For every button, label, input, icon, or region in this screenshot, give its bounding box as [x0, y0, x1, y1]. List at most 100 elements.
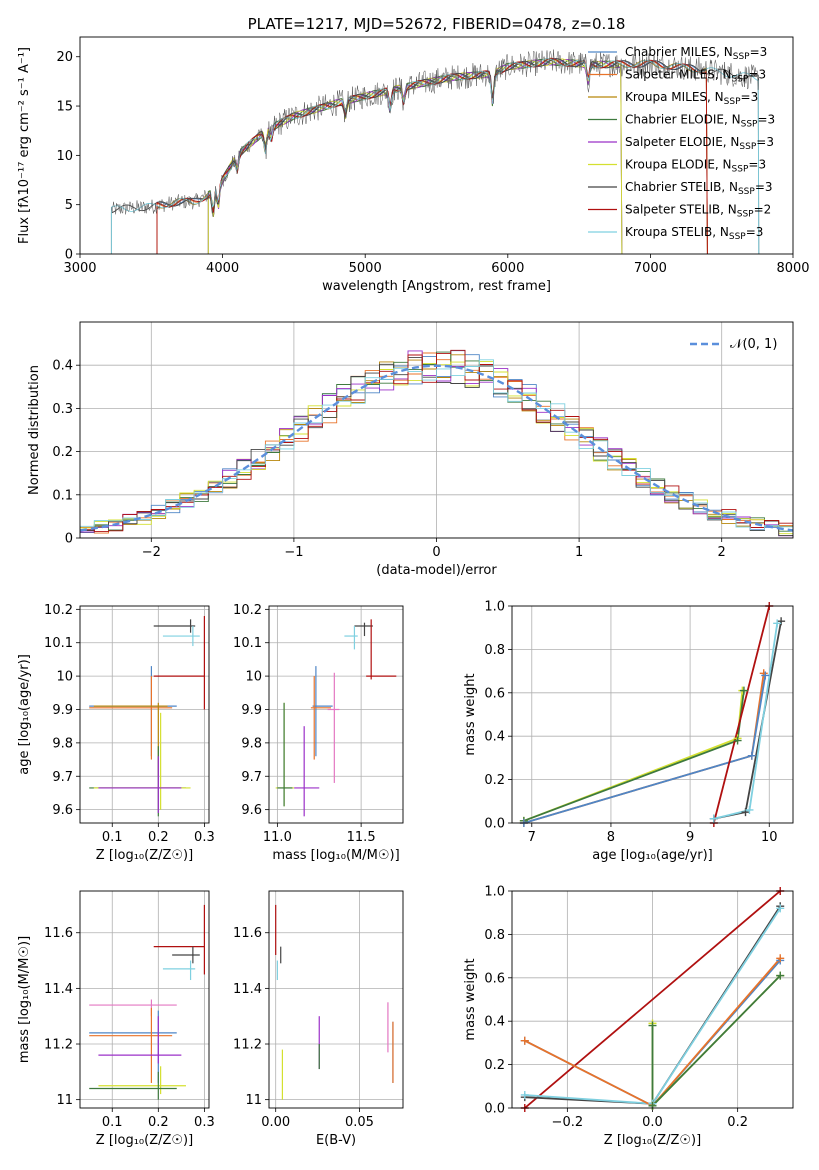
x-tick-label: 0	[432, 545, 440, 560]
weight-point-marker	[648, 1021, 657, 1030]
x-axis-label: Z [log₁₀(Z/Z☉)]	[96, 1133, 193, 1148]
chart-age-vs-z: 0.1 0.2 0.3 9.6 9.7 9.8 9.9 10 10.1 10.2 Z [log₁₀(…	[17, 603, 215, 863]
plot-area-mass-vs-z	[80, 891, 209, 1108]
legend-entry: Kroupa STELIB, NSSP=3	[625, 225, 763, 242]
chart-mass-vs-z: 0.1 0.2 0.3 11 11.2 11.4 11.6 Z [log₁₀(Z/Z☉)] ma…	[17, 890, 215, 1148]
y-tick-label: 11.2	[44, 1038, 73, 1053]
y-tick-label: 0.2	[484, 773, 505, 788]
weight-line	[523, 690, 744, 822]
x-axis-label: age [log₁₀(age/yr)]	[592, 848, 713, 863]
x-tick-label: 9	[686, 830, 694, 845]
weight-point-marker	[773, 619, 782, 628]
y-tick-label: 0.3	[52, 402, 73, 417]
weight-point-marker	[520, 1036, 529, 1045]
chart-title: PLATE=1217, MJD=52672, FIBERID=0478, z=0…	[248, 15, 626, 33]
x-tick-label: 0.2	[148, 830, 169, 845]
x-tick-label: 11.0	[263, 830, 292, 845]
y-tick-label: 10	[56, 670, 73, 685]
chart-mass-vs-ebv: 0.00 0.05 11 11.2 11.4 11.6 E(B-V)	[233, 890, 404, 1148]
plot-area-age-vs-mass	[269, 606, 403, 823]
chart-age-vs-mass: 11.0 11.5 9.6 9.7 9.8 9.9 10 10.1 10.2 mass [log₁…	[233, 603, 404, 863]
axes-frame-age-vs-mass	[268, 605, 404, 824]
legend-entry: Kroupa MILES, NSSP=3	[625, 90, 758, 107]
x-tick-label: 6000	[491, 261, 524, 276]
x-axis-label: E(B-V)	[316, 1133, 356, 1148]
normal-curve	[80, 364, 793, 532]
x-tick-label: 7000	[634, 261, 667, 276]
legend: Chabrier MILES, NSSP=3 Salpeter MILES, NS…	[588, 45, 775, 242]
x-tick-label: 5000	[349, 261, 382, 276]
y-tick-label: 10	[245, 670, 262, 685]
legend-entry: Salpeter STELIB, NSSP=2	[625, 203, 771, 220]
y-tick-label: 15	[56, 100, 73, 115]
y-tick-label: 5	[65, 198, 73, 213]
y-tick-label: 1.0	[484, 885, 505, 900]
chart-weight-vs-age: 7 8 9 10 0.0 0.2 0.4 0.6 0.8 1.0 age [log₁₀(age/yr…	[463, 600, 794, 863]
legend-entry: Chabrier STELIB, NSSP=3	[625, 180, 773, 197]
x-tick-label: 4000	[206, 261, 239, 276]
y-tick-label: 10.1	[44, 636, 73, 651]
weight-point-marker	[761, 671, 770, 680]
x-axis-label: (data-model)/error	[376, 563, 497, 578]
x-tick-label: 0.3	[194, 830, 215, 845]
y-tick-label: 0	[65, 248, 73, 263]
y-tick-label: 0.8	[484, 643, 505, 658]
y-axis-label: Normed distribution	[27, 365, 42, 495]
x-tick-label: 10	[761, 830, 778, 845]
axes-frame-mass-vs-z	[79, 890, 210, 1109]
y-tick-label: 0.6	[484, 971, 505, 986]
y-tick-label: 10.2	[233, 603, 262, 618]
chart-weight-vs-z: −0.2 0.0 0.2 0.0 0.2 0.4 0.6 0.8 1.0 Z [log₁₀(Z/Z…	[463, 885, 794, 1148]
weight-line	[712, 606, 771, 823]
x-tick-label: 0.1	[102, 1115, 123, 1130]
weight-point-marker	[776, 954, 785, 963]
y-tick-label: 0.4	[52, 359, 73, 374]
plot-area-weight-vs-age	[512, 606, 793, 823]
x-tick-label: 0.2	[727, 1115, 748, 1130]
y-tick-label: 0.6	[484, 686, 505, 701]
y-tick-label: 0.1	[52, 488, 73, 503]
plot-area-age-vs-z	[80, 606, 209, 823]
y-tick-label: 9.9	[241, 703, 262, 718]
y-tick-label: 11	[56, 1093, 73, 1108]
x-tick-label: 0.1	[102, 830, 123, 845]
weight-line	[523, 673, 765, 823]
plot-area-residuals	[80, 322, 793, 538]
weight-point-marker	[745, 805, 754, 814]
legend-entry: Chabrier MILES, NSSP=3	[625, 45, 767, 62]
plot-area-weight-vs-z	[512, 891, 793, 1108]
legend-entry: Chabrier ELODIE, NSSP=3	[625, 113, 775, 130]
x-tick-label: 8000	[776, 261, 809, 276]
y-tick-label: 11.4	[44, 982, 73, 997]
y-tick-label: 0.4	[484, 730, 505, 745]
axes-frame-spectrum	[79, 36, 794, 255]
y-tick-label: 1.0	[484, 600, 505, 615]
y-axis-label: mass weight	[463, 958, 478, 1040]
weight-point-marker	[520, 1090, 529, 1099]
weight-line	[523, 675, 767, 823]
axes-frame-mass-vs-ebv	[268, 890, 404, 1109]
x-axis-label: wavelength [Angstrom, rest frame]	[322, 279, 551, 294]
x-tick-label: 2	[718, 545, 726, 560]
y-tick-label: 11.6	[233, 926, 262, 941]
x-axis-label: Z [log₁₀(Z/Z☉)]	[604, 1133, 701, 1148]
y-tick-label: 0.2	[52, 445, 73, 460]
chart-residuals: −2 −1 0 1 2 0 0.1 0.2 0.3 0.4 (data-model)/error No…	[27, 321, 794, 578]
x-tick-label: 0.05	[345, 1115, 374, 1130]
plot-area-mass-vs-ebv	[269, 891, 403, 1108]
x-tick-label: 3000	[63, 261, 96, 276]
weight-point-marker	[739, 686, 748, 695]
weight-point-marker	[747, 751, 756, 760]
y-tick-label: 0	[65, 532, 73, 547]
weight-point-marker	[776, 971, 785, 980]
y-tick-label: 11.6	[44, 926, 73, 941]
x-axis-label: mass [log₁₀(M/M☉)]	[272, 848, 399, 863]
y-tick-label: 9.9	[52, 703, 73, 718]
x-tick-label: −0.2	[552, 1115, 584, 1130]
x-tick-label: 0.2	[148, 1115, 169, 1130]
y-tick-label: 11	[245, 1093, 262, 1108]
y-tick-label: 0.4	[484, 1015, 505, 1030]
weight-point-marker	[776, 904, 785, 913]
weight-point-marker	[733, 736, 742, 745]
